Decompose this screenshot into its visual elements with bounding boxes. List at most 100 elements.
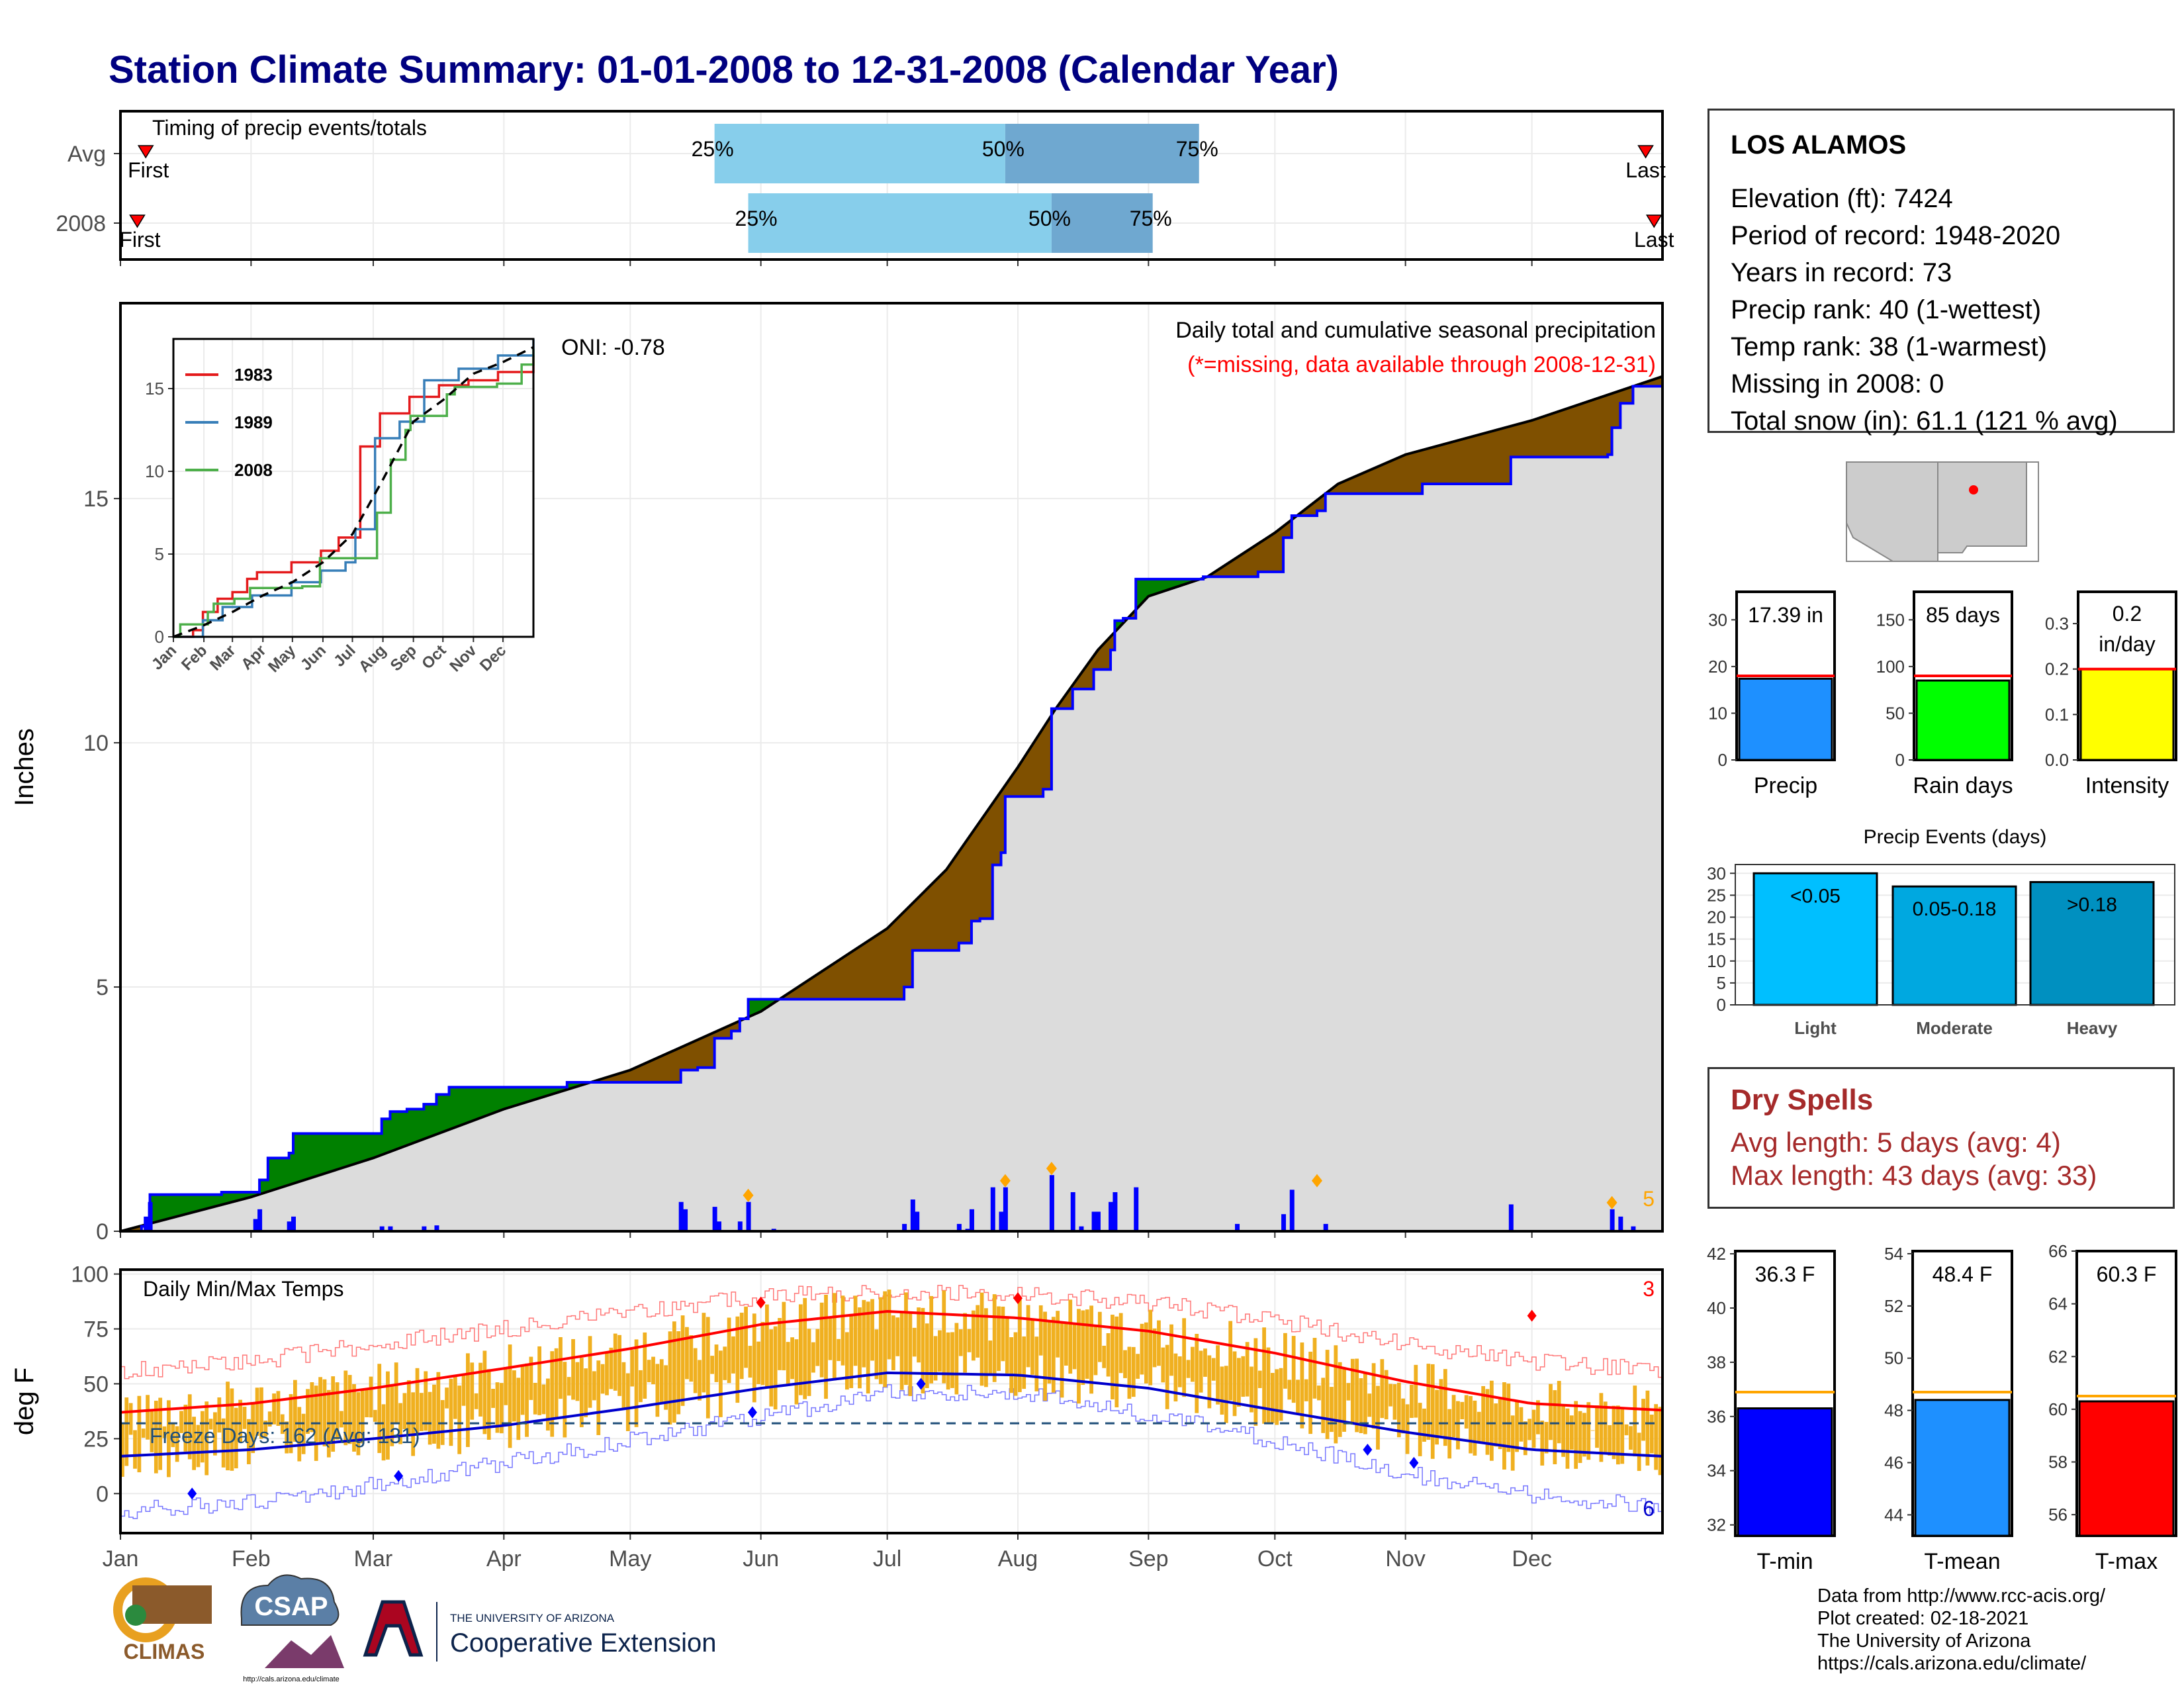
temp-record-low-marker (1409, 1456, 1419, 1469)
temp-daily-bar (862, 1299, 866, 1368)
stat-ytick-label: 52 (1884, 1296, 1903, 1316)
csap-logo-text: CSAP (254, 1592, 328, 1621)
stat-value-label: 85 days (1926, 603, 2000, 627)
temp-daily-bar (685, 1327, 689, 1380)
temp-daily-bar (1624, 1424, 1629, 1436)
temp-daily-bar (306, 1389, 310, 1434)
temp-daily-bar (276, 1391, 281, 1426)
temp-daily-bar (1325, 1350, 1330, 1439)
temp-daily-bar (310, 1382, 314, 1432)
temp-daily-bar (1304, 1379, 1308, 1401)
temp-daily-bar (782, 1301, 786, 1371)
temp-daily-bar (1599, 1393, 1604, 1462)
temp-daily-bar (904, 1292, 908, 1385)
stat-ytick-label: 44 (1884, 1505, 1903, 1524)
stat-ytick-label: 58 (2048, 1452, 2068, 1472)
temp-daily-bar (1346, 1383, 1351, 1401)
temp-daily-bar (731, 1336, 735, 1374)
temp-daily-bar (1148, 1309, 1153, 1385)
temp-daily-bar (554, 1348, 559, 1419)
timing-first-marker (137, 145, 154, 159)
temp-daily-bar (1177, 1356, 1182, 1387)
temp-daily-bar (1561, 1405, 1565, 1457)
temp-daily-bar (516, 1378, 521, 1440)
cum-missing-note: (*=missing, data available through 2008-… (1187, 352, 1656, 377)
temp-daily-bar (449, 1378, 453, 1446)
temp-record-high-marker (756, 1296, 766, 1309)
timing-row-label: 2008 (56, 211, 106, 236)
temp-daily-bar (1553, 1390, 1557, 1464)
temp-daily-bar (406, 1380, 411, 1435)
temp-avg-min-line (120, 1371, 1663, 1458)
temp-daily-bar (1195, 1334, 1199, 1413)
credit-line: Plot created: 02-18-2021 (1817, 1608, 2029, 1629)
temp-daily-bar (120, 1423, 124, 1477)
timing-p75-label: 75% (1176, 137, 1218, 161)
temp-daily-bar (883, 1291, 887, 1387)
temp-daily-bar (1106, 1333, 1111, 1377)
temp-daily-bar (1131, 1346, 1136, 1397)
cum-daily-bar (1095, 1211, 1101, 1231)
temp-daily-bar (470, 1362, 475, 1420)
temp-daily-bar (1363, 1372, 1367, 1434)
temp-daily-bar (482, 1350, 487, 1434)
stat-ytick-label: 0.3 (2045, 614, 2069, 633)
map-new-mexico (1937, 461, 2027, 553)
dry-spells-max: Max length: 43 days (avg: 33) (1731, 1160, 2097, 1191)
temp-daily-bar (773, 1326, 778, 1410)
temp-daily-bar (1064, 1323, 1068, 1366)
inset-frame (172, 338, 535, 638)
cum-avg-area (120, 381, 1662, 1231)
stat-bar (2079, 668, 2175, 761)
temp-daily-bar (238, 1399, 243, 1443)
temp-daily-bar (541, 1384, 546, 1415)
temp-daily-bar (1582, 1413, 1586, 1457)
temp-daily-bar (1237, 1358, 1241, 1407)
stat-value-label: 17.39 in (1748, 603, 1823, 627)
temp-daily-bar (436, 1372, 441, 1449)
temp-xtick-label: May (609, 1546, 651, 1571)
temp-daily-bar (335, 1382, 340, 1440)
temp-daily-bar (1430, 1364, 1435, 1459)
cum-daily-bar (737, 1221, 743, 1231)
temp-daily-bar (967, 1329, 972, 1352)
temp-xtick-label: Feb (232, 1546, 271, 1571)
temp-daily-bar (954, 1323, 959, 1395)
temp-daily-bar (369, 1376, 373, 1418)
cum-daily-bar (1049, 1175, 1054, 1231)
temp-daily-bar (1060, 1322, 1064, 1398)
temp-daily-bar (798, 1304, 803, 1395)
temp-daily-bar (794, 1339, 799, 1405)
stat-bar (1915, 679, 2011, 761)
stat-ytick-label: 10 (1708, 703, 1727, 723)
temp-daily-bar (495, 1382, 500, 1433)
temp-daily-bar (365, 1389, 369, 1417)
temp-daily-bar (680, 1315, 685, 1406)
stat-category-label: T-max (2095, 1549, 2158, 1574)
temp-daily-bar (533, 1383, 537, 1415)
stat-ytick-label: 36 (1707, 1407, 1726, 1427)
temp-daily-bar (1645, 1390, 1650, 1466)
temp-daily-bar (1367, 1393, 1372, 1417)
temp-daily-bar (579, 1358, 584, 1428)
temp-daily-bar (1506, 1383, 1511, 1452)
temp-daily-bar (824, 1295, 828, 1399)
temp-record-high-count: 3 (1643, 1277, 1655, 1301)
temp-record-low-marker (1363, 1443, 1373, 1456)
csap-logo: CSAP http://cals.arizona.edu/climate (240, 1574, 344, 1683)
station-info-line: Period of record: 1948-2020 (1731, 221, 2061, 250)
credit-line: Data from http://www.rcc-acis.org/ (1817, 1585, 2106, 1607)
timing-p25-label: 25% (735, 207, 778, 230)
cum-daily-bar (1631, 1226, 1636, 1231)
events-ytick-label: 5 (1717, 973, 1726, 993)
cum-daily-bar (1235, 1223, 1240, 1231)
temp-ylabel: deg F (10, 1368, 39, 1435)
temp-daily-bar (705, 1317, 710, 1419)
temp-daily-bar (698, 1360, 702, 1401)
temp-daily-bar (331, 1376, 336, 1452)
cum-frame (119, 302, 1664, 1233)
temp-daily-bar (1047, 1321, 1052, 1384)
temp-daily-bar (1355, 1358, 1359, 1432)
temp-daily-bar (575, 1362, 580, 1401)
temp-daily-bar (929, 1295, 934, 1383)
